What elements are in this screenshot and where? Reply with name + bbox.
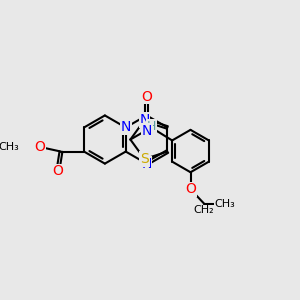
Text: O: O <box>185 182 196 196</box>
Text: N: N <box>142 124 152 138</box>
Text: CH₃: CH₃ <box>214 199 235 209</box>
Text: H: H <box>147 120 156 133</box>
Text: N: N <box>139 113 150 127</box>
Text: CH₂: CH₂ <box>194 205 214 215</box>
Text: N: N <box>141 157 152 171</box>
Text: O: O <box>52 164 63 178</box>
Text: S: S <box>140 152 149 166</box>
Text: CH₃: CH₃ <box>0 142 19 152</box>
Text: O: O <box>141 90 152 104</box>
Text: O: O <box>34 140 45 154</box>
Text: N: N <box>121 121 131 134</box>
